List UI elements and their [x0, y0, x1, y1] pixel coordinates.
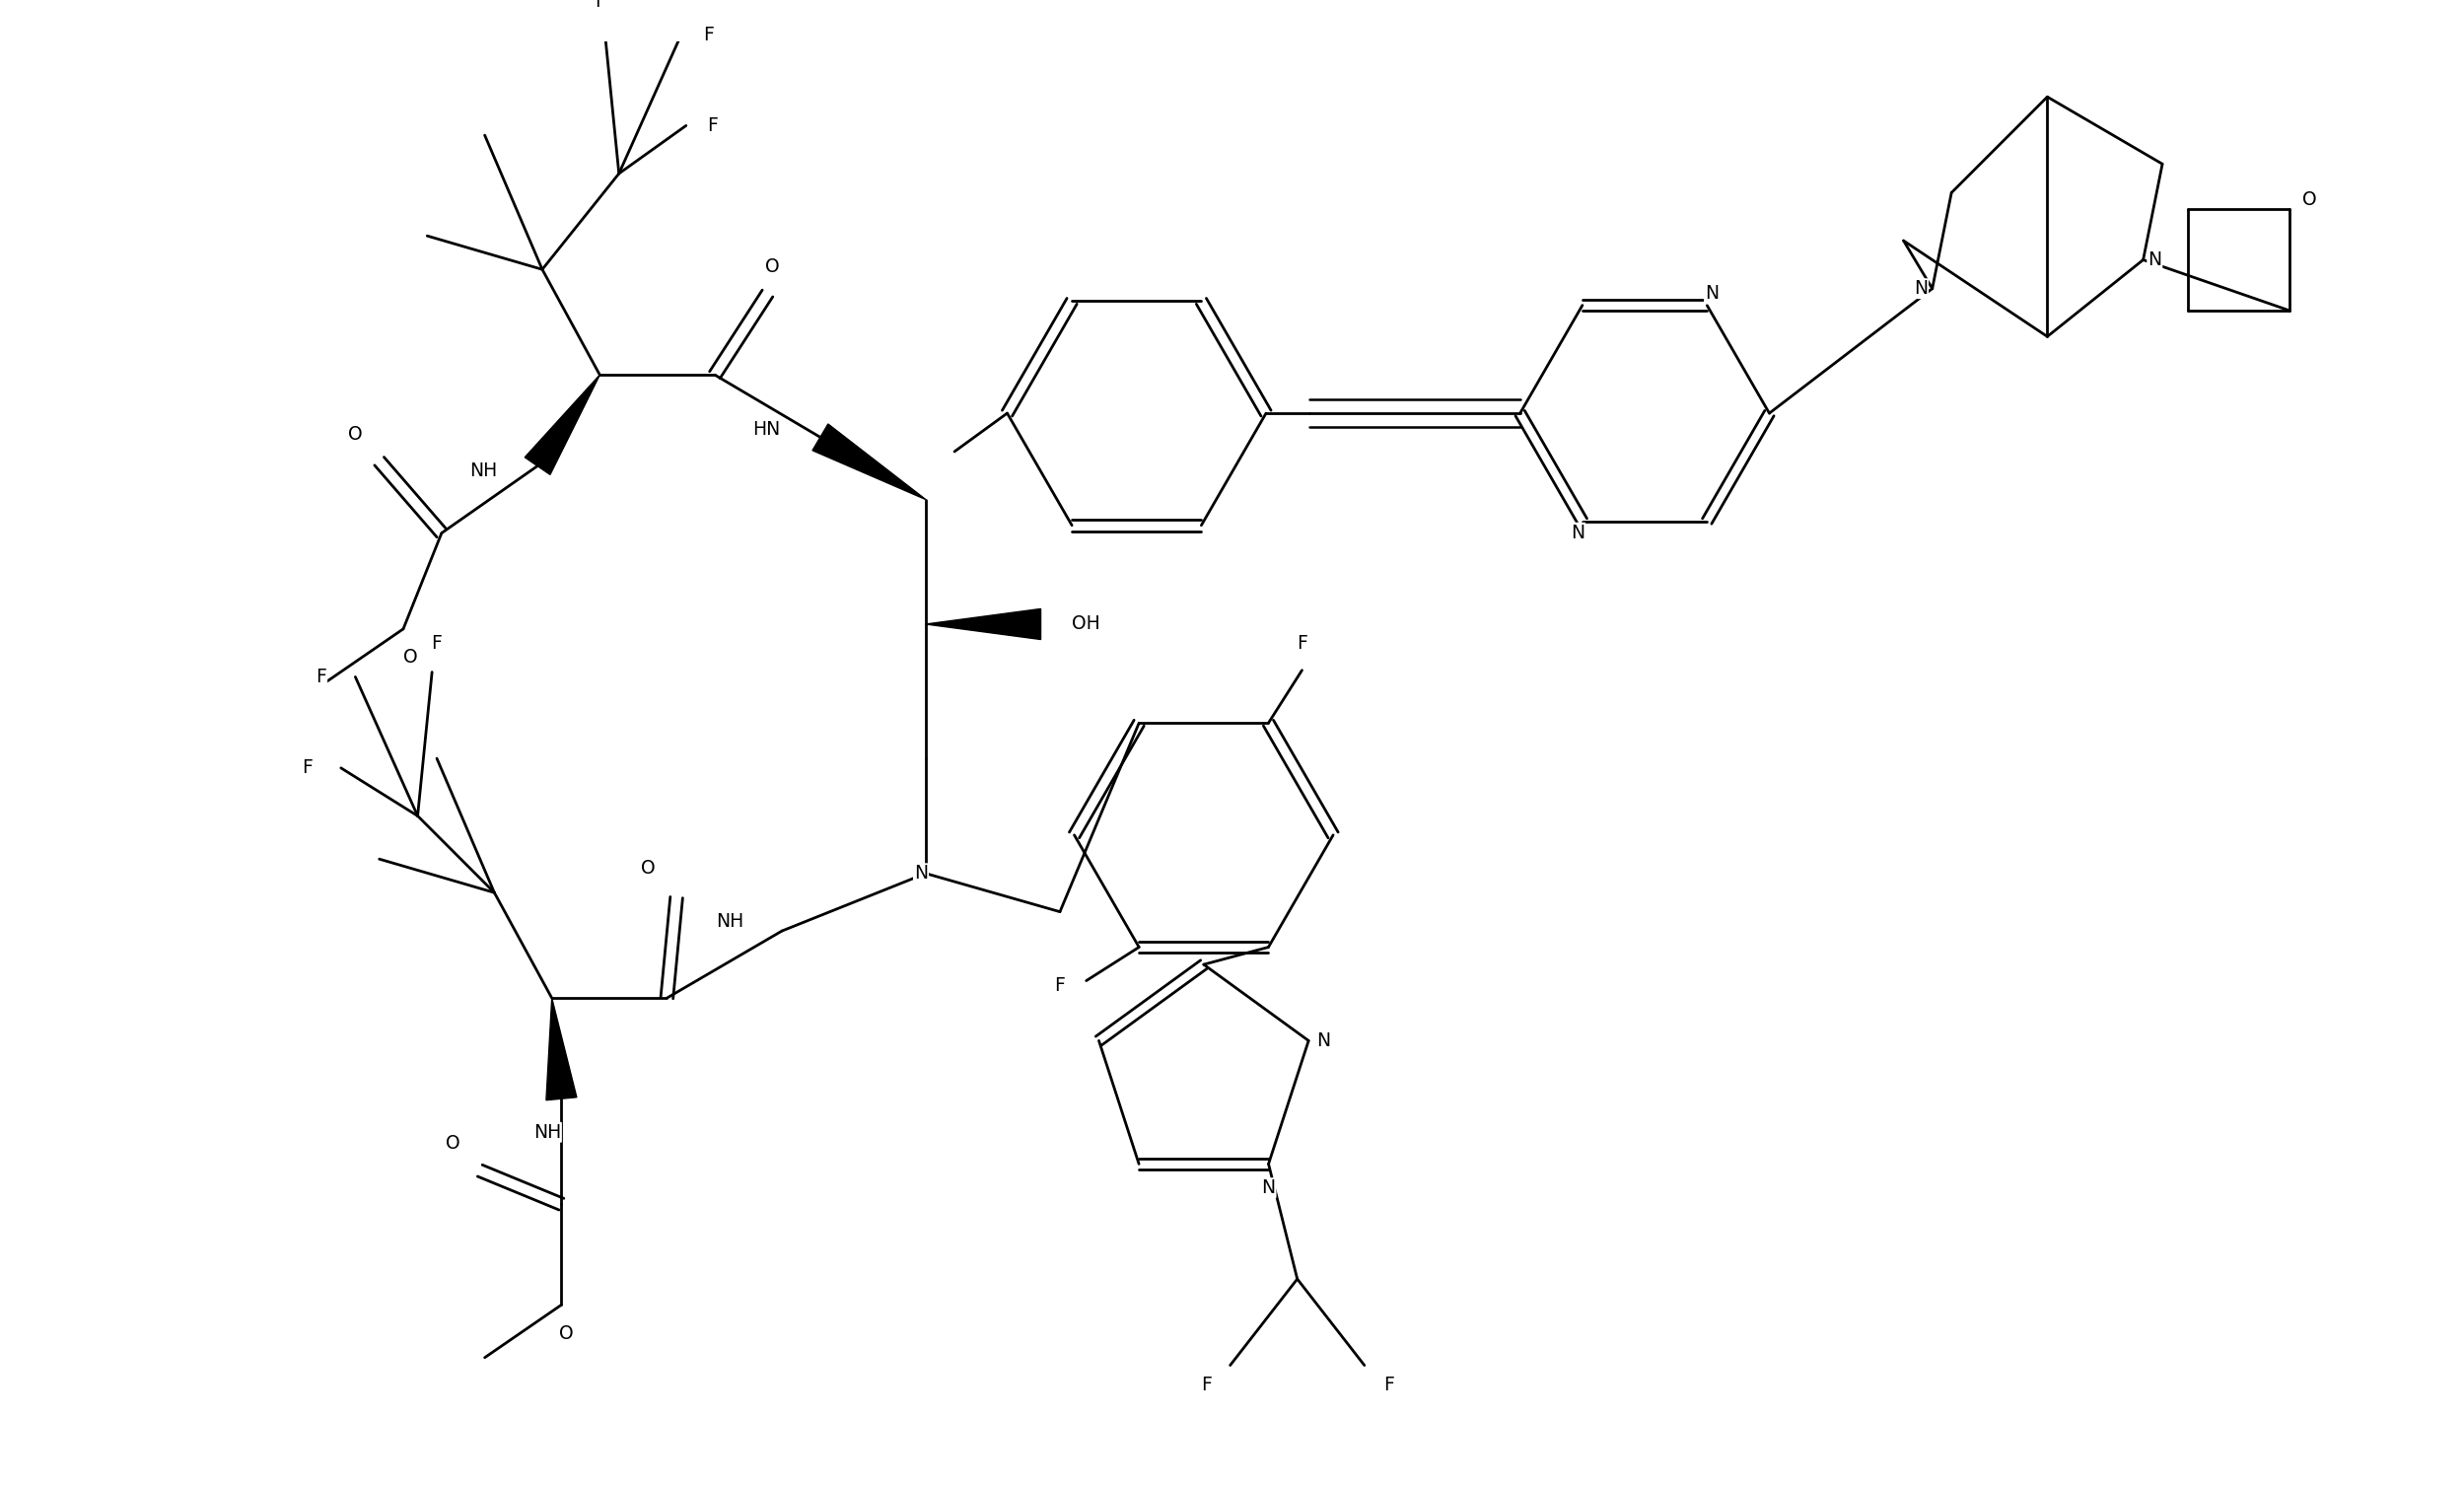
Text: NH: NH: [715, 912, 744, 931]
Text: F: F: [702, 25, 715, 45]
Text: F: F: [1055, 975, 1064, 995]
Text: F: F: [1200, 1375, 1212, 1393]
Polygon shape: [525, 375, 599, 474]
Text: O: O: [766, 257, 779, 277]
Polygon shape: [926, 608, 1040, 639]
Polygon shape: [547, 998, 577, 1100]
Text: F: F: [594, 0, 606, 10]
Text: O: O: [404, 648, 419, 668]
Text: O: O: [641, 859, 655, 877]
Text: N: N: [1570, 523, 1584, 543]
Text: O: O: [2301, 190, 2316, 208]
Text: F: F: [1382, 1375, 1395, 1393]
Text: N: N: [1705, 284, 1720, 303]
Text: F: F: [1296, 633, 1308, 653]
Text: O: O: [559, 1325, 574, 1343]
Text: O: O: [347, 425, 362, 443]
Polygon shape: [813, 424, 926, 500]
Text: N: N: [914, 864, 929, 883]
Text: O: O: [446, 1135, 461, 1152]
Text: N: N: [1262, 1179, 1276, 1197]
Text: HN: HN: [752, 421, 781, 439]
Text: N: N: [1316, 1032, 1331, 1050]
Text: NH: NH: [468, 461, 498, 480]
Text: OH: OH: [1072, 614, 1099, 633]
Text: N: N: [1915, 280, 1927, 297]
Text: F: F: [301, 758, 313, 778]
Text: NH: NH: [532, 1123, 562, 1142]
Text: F: F: [431, 633, 441, 653]
Text: F: F: [707, 116, 719, 135]
Text: N: N: [2149, 250, 2161, 269]
Text: F: F: [315, 668, 328, 687]
